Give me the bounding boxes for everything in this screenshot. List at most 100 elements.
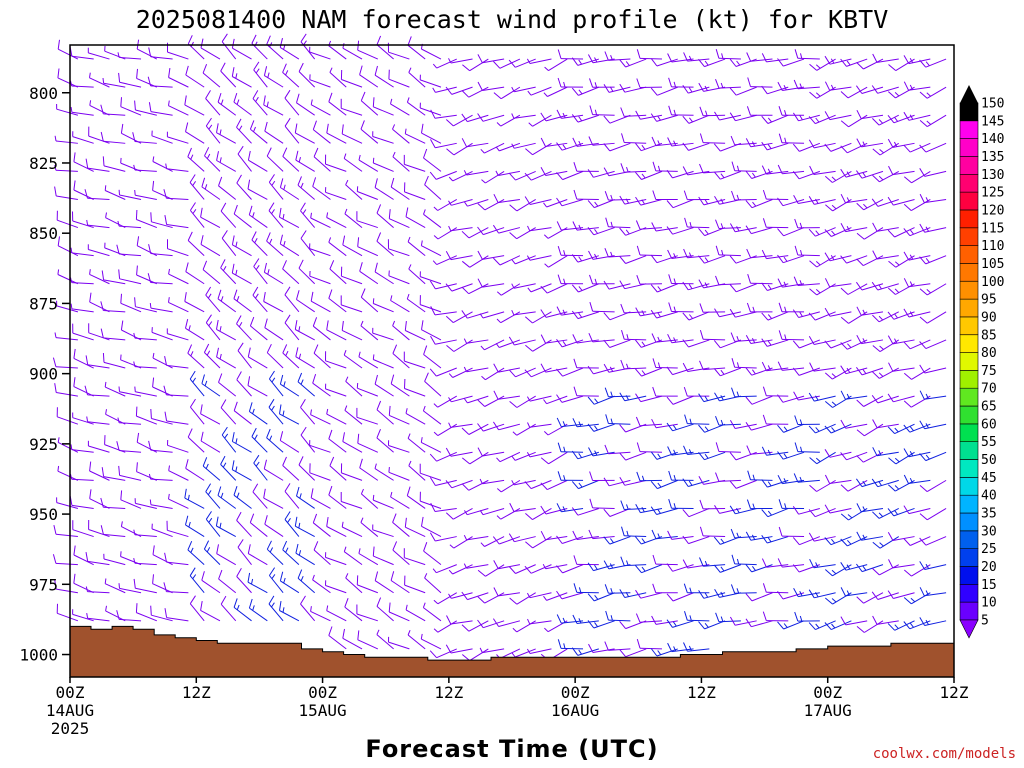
wind-barb: [667, 530, 694, 540]
colorbar-swatch: [959, 387, 979, 407]
wind-barb: [477, 447, 505, 457]
wind-barb: [872, 447, 899, 457]
wind-barb: [328, 289, 347, 313]
wind-barb: [495, 339, 521, 348]
wind-barb: [328, 485, 347, 509]
wind-barb: [650, 479, 678, 490]
wind-barb: [496, 508, 521, 520]
wind-barb: [372, 298, 394, 313]
wind-barb: [793, 473, 820, 483]
wind-barb: [682, 166, 710, 176]
wind-barb: [296, 290, 315, 313]
wind-barb: [919, 339, 947, 350]
colorbar-label: 25: [981, 542, 997, 557]
wind-barb: [840, 508, 868, 521]
wind-barb: [887, 423, 915, 435]
wind-barb: [477, 81, 505, 91]
wind-barb: [445, 251, 473, 261]
wind-barb: [840, 168, 868, 178]
wind-barb: [279, 404, 300, 425]
wind-barb: [493, 255, 521, 266]
source-credit: coolwx.com/models: [873, 746, 1016, 762]
wind-barb: [407, 433, 426, 453]
wind-barb: [919, 479, 947, 493]
plot-background: [70, 45, 954, 677]
wind-barb: [479, 507, 505, 516]
wind-barb: [856, 451, 884, 463]
y-tick-label: 925: [29, 435, 58, 454]
wind-barb: [392, 124, 410, 144]
wind-barb: [432, 564, 457, 574]
colorbar-swatch: [959, 191, 979, 211]
wind-barb: [205, 117, 221, 144]
wind-barb: [328, 429, 347, 453]
wind-barb: [118, 583, 142, 594]
wind-barb: [205, 90, 221, 116]
colorbar-bottom-arrow: [959, 619, 979, 639]
wind-barb: [85, 158, 110, 172]
wind-barb: [54, 186, 78, 200]
wind-barb: [251, 231, 268, 257]
wind-barb: [168, 268, 189, 285]
wind-barb: [619, 255, 647, 264]
wind-barb: [745, 395, 773, 405]
colorbar-label: 55: [981, 435, 997, 450]
wind-barb: [824, 55, 852, 65]
wind-barb: [666, 592, 694, 602]
wind-barb: [403, 548, 426, 566]
wind-barb: [809, 479, 836, 492]
wind-barb: [508, 170, 536, 181]
wind-barb: [463, 395, 489, 404]
wind-barb: [187, 428, 205, 453]
wind-barb: [388, 270, 410, 285]
wind-barb: [340, 98, 363, 116]
colorbar-swatch: [959, 245, 979, 264]
wind-barb: [588, 332, 615, 343]
wind-barb: [524, 311, 552, 324]
wind-barb: [619, 589, 647, 598]
wind-barb: [571, 479, 600, 490]
wind-barb: [463, 366, 489, 373]
wind-barb: [605, 414, 631, 425]
wind-barb: [666, 563, 694, 572]
wind-barb: [792, 339, 821, 349]
wind-barb: [282, 540, 300, 566]
wind-barb: [433, 423, 458, 437]
wind-barb: [325, 383, 347, 397]
wind-barb: [237, 145, 252, 172]
wind-barb: [263, 262, 284, 285]
wind-barb: [761, 558, 789, 568]
colorbar-label: 135: [981, 150, 1004, 165]
wind-barb: [185, 262, 205, 285]
wind-barb: [342, 432, 363, 453]
wind-barb: [448, 367, 473, 378]
wind-barb: [54, 332, 78, 341]
wind-barb: [249, 120, 268, 144]
wind-barb: [872, 615, 899, 625]
wind-barb: [57, 39, 79, 60]
wind-barb: [461, 479, 489, 491]
wind-barb: [903, 308, 931, 318]
wind-barb: [808, 336, 836, 345]
wind-barb: [650, 506, 678, 515]
wind-barb: [463, 507, 489, 516]
wind-barb: [430, 335, 457, 345]
wind-barb: [73, 152, 94, 172]
colorbar-label: 110: [981, 239, 1004, 254]
wind-barb: [449, 536, 473, 549]
wind-barb: [778, 526, 805, 538]
wind-barb: [86, 219, 110, 229]
wind-barb: [589, 471, 615, 481]
wind-barb: [221, 426, 237, 453]
wind-barb: [526, 648, 552, 654]
colorbar-label: 35: [981, 507, 997, 522]
wind-barb: [300, 426, 316, 453]
wind-barb: [359, 65, 379, 88]
wind-barb: [356, 407, 378, 425]
wind-barb: [666, 422, 694, 432]
wind-barb: [200, 601, 221, 622]
wind-barb: [72, 609, 94, 622]
wind-barb: [118, 189, 142, 200]
wind-barb: [185, 122, 205, 144]
wind-barb: [745, 531, 773, 541]
